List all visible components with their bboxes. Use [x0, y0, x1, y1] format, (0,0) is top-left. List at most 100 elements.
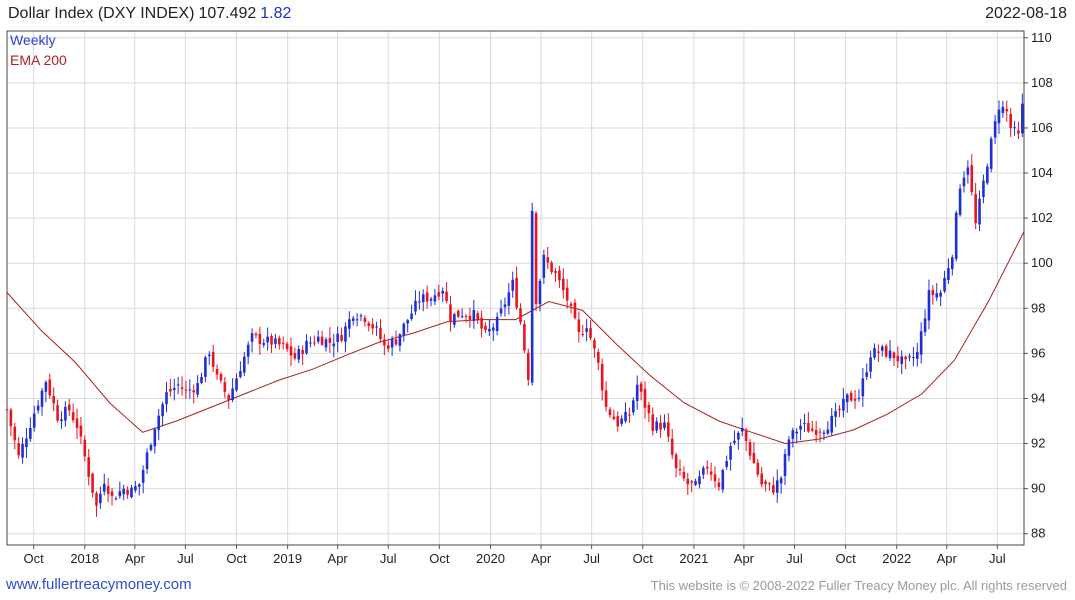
chart-date: 2022-08-18 [985, 5, 1067, 22]
candle-body [600, 364, 604, 391]
candle-body [659, 422, 662, 430]
candle-body [869, 357, 872, 372]
x-tick-label: 2022 [882, 551, 911, 566]
candle-body [32, 413, 36, 428]
candle-body [429, 298, 433, 301]
x-tick-label: 2020 [476, 551, 505, 566]
candle-body [184, 389, 188, 391]
y-tick-label: 102 [1031, 210, 1053, 225]
candle-body [239, 371, 242, 377]
candle-body [888, 350, 892, 359]
candle-body [787, 439, 791, 456]
candle-body [270, 336, 273, 345]
candle-body [814, 429, 818, 435]
candle-body [873, 348, 876, 358]
candle-body [635, 384, 639, 401]
candle-body [558, 270, 561, 281]
candle-body [56, 405, 59, 421]
y-tick-label: 100 [1031, 255, 1053, 270]
candle-body [137, 484, 141, 487]
candle-body [670, 438, 674, 455]
candle-body [581, 334, 585, 336]
candle-body [52, 396, 55, 404]
copyright-note: This website is © 2008-2022 Fuller Treac… [650, 578, 1067, 593]
x-axis: Oct 2018 Apr Jul Oct 2019 Apr Jul Oct 2020 Apr Jul O… [24, 551, 1006, 566]
candle-body [896, 355, 900, 362]
candle-body [667, 422, 670, 437]
x-tick-label: Apr [125, 551, 146, 566]
x-tick-label: Oct [835, 551, 856, 566]
candle-body [60, 419, 63, 422]
candle-body [593, 340, 596, 349]
y-tick-label: 94 [1031, 390, 1045, 405]
candle-body [690, 481, 693, 483]
candle-body [737, 432, 740, 440]
candle-body [538, 280, 542, 305]
candle-body [620, 418, 623, 424]
candle-body [884, 345, 888, 357]
x-tick-label: Jul [177, 551, 194, 566]
candle-body [383, 339, 386, 346]
candle-body [9, 409, 13, 427]
candle-body [169, 388, 172, 392]
candle-body [289, 346, 293, 356]
x-tick-label: Jul [989, 551, 1006, 566]
candle-body [172, 387, 176, 391]
y-tick-label: 96 [1031, 345, 1045, 360]
candle-body [278, 337, 281, 345]
x-tick-label: Apr [531, 551, 552, 566]
candle-body [223, 382, 227, 392]
candle-body [418, 301, 421, 303]
candle-body [95, 493, 98, 506]
candle-body [702, 467, 705, 475]
ema-layer [6, 231, 1025, 445]
candle-body [698, 476, 701, 485]
candle-body [705, 466, 709, 469]
candle-body [274, 338, 277, 344]
candle-body [122, 488, 126, 495]
candle-body [542, 254, 546, 278]
candle-body [624, 411, 627, 422]
x-tick-label: 2021 [679, 551, 708, 566]
candle-body [838, 408, 841, 411]
candle-body [200, 377, 203, 383]
candle-body [515, 277, 518, 308]
candle-body [604, 390, 608, 407]
candle-body [1017, 130, 1020, 134]
candle-body [437, 292, 441, 297]
candle-body [192, 390, 196, 393]
candle-body [639, 383, 643, 392]
candle-body [21, 444, 24, 458]
candle-body [149, 444, 153, 450]
candle-body [114, 498, 118, 500]
candle-body [740, 428, 744, 432]
candle-body [912, 356, 915, 358]
y-axis: 88 90 92 94 96 98 100 102 104 106 108 110 [1031, 30, 1053, 541]
legend-weekly: Weekly [10, 32, 56, 48]
candle-body [651, 414, 655, 431]
candle-body [577, 319, 581, 333]
site-link[interactable]: www.fullertreacymoney.com [6, 576, 192, 593]
x-tick-label: Oct [24, 551, 45, 566]
candle-body [989, 138, 993, 170]
candle-body [729, 446, 732, 460]
candle-body [188, 389, 192, 391]
candle-body [678, 468, 682, 471]
candle-body [40, 390, 44, 407]
candle-body [320, 336, 324, 345]
candle-body [301, 350, 304, 354]
candle-body [351, 318, 355, 321]
candle-body [511, 279, 515, 291]
candle-body [48, 379, 52, 396]
candle-body [305, 340, 308, 354]
candle-body [258, 333, 262, 344]
candle-body [83, 439, 87, 457]
candle-body [180, 387, 184, 389]
candle-body [760, 473, 763, 485]
candle-body [348, 319, 351, 329]
candle-body [915, 351, 919, 359]
candle-body [324, 339, 328, 348]
candle-body [414, 300, 417, 312]
candle-body [807, 423, 810, 432]
candle-body [71, 412, 75, 421]
